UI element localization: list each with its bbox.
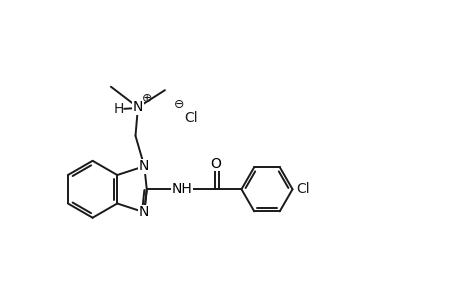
Text: O: O [210, 157, 220, 171]
Text: NH: NH [171, 182, 192, 196]
Text: N: N [133, 100, 143, 114]
Text: ⊖: ⊖ [173, 98, 184, 111]
Text: ⊕: ⊕ [142, 92, 152, 104]
Text: Cl: Cl [184, 111, 198, 125]
Text: Cl: Cl [295, 182, 309, 196]
Text: N: N [139, 205, 149, 219]
Text: N: N [139, 159, 149, 173]
Text: H: H [114, 102, 124, 116]
